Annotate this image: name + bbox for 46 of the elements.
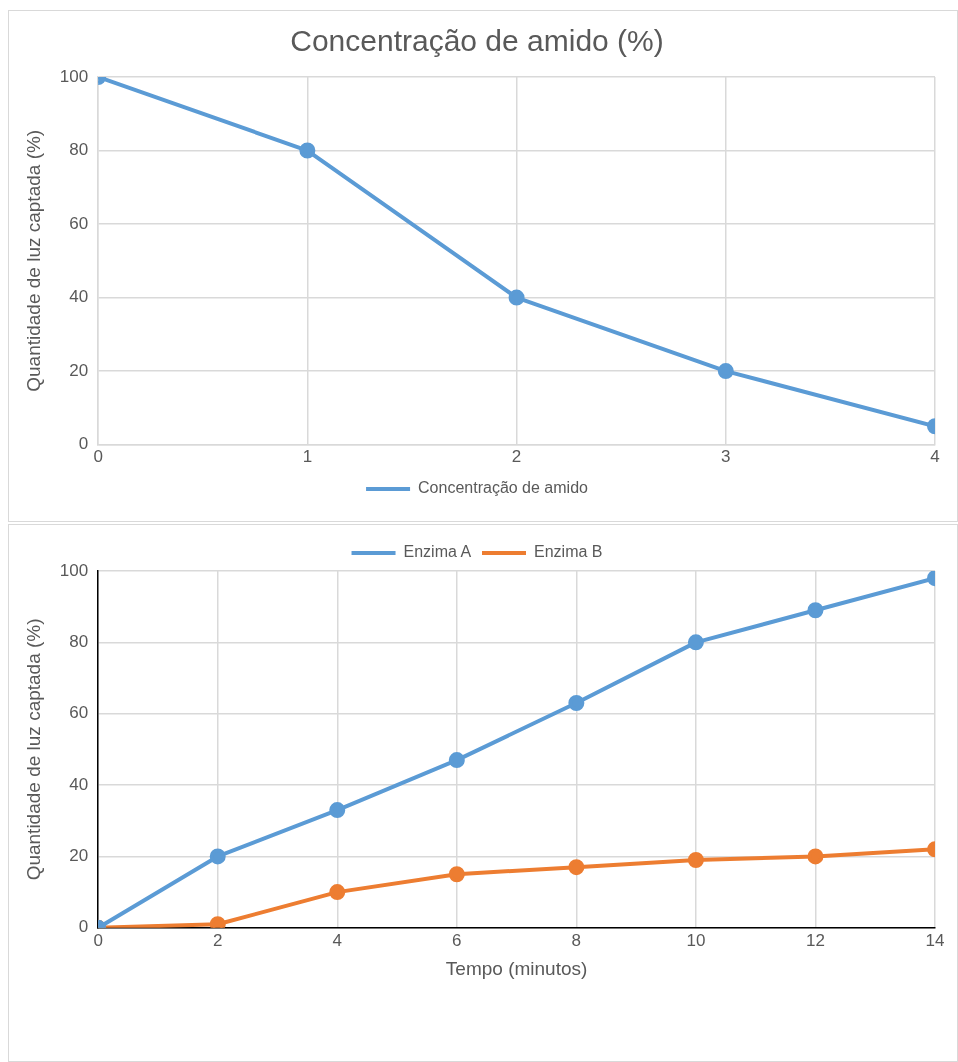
- point: [717, 363, 734, 380]
- y-tick-label: 60: [69, 213, 89, 233]
- point: [568, 695, 585, 712]
- x-tick-label: 0: [93, 930, 103, 950]
- point: [329, 884, 346, 901]
- x-tick-label: 1: [302, 447, 313, 467]
- legend-label: Concentração de amido: [418, 479, 589, 497]
- x-tick-label: 4: [930, 447, 940, 467]
- point: [508, 289, 525, 306]
- point: [329, 802, 346, 819]
- x-tick-label: 2: [511, 447, 522, 467]
- x-tick-label: 14: [925, 930, 945, 950]
- legend-label: Enzima B: [534, 543, 603, 561]
- point: [568, 859, 585, 876]
- point: [448, 752, 465, 769]
- point: [209, 848, 226, 865]
- x-tick-label: 10: [686, 930, 706, 950]
- chart-title: Concentração de amido (%): [290, 24, 664, 58]
- x-axis-title: Tempo (minutos): [445, 957, 588, 979]
- x-tick-label: 0: [93, 447, 103, 467]
- y-axis-title: Quantidade de luz captada (%): [22, 618, 44, 881]
- x-tick-label: 2: [212, 930, 223, 950]
- y-tick-label: 60: [69, 703, 89, 723]
- y-tick-label: 100: [59, 66, 89, 86]
- y-tick-label: 20: [69, 846, 89, 866]
- point: [807, 848, 824, 865]
- point: [448, 866, 465, 883]
- point: [687, 852, 704, 869]
- point: [807, 602, 824, 619]
- y-tick-label: 80: [69, 140, 89, 160]
- point: [687, 634, 704, 651]
- y-tick-label: 100: [59, 560, 89, 580]
- y-tick-label: 40: [69, 774, 89, 794]
- x-tick-label: 4: [332, 930, 342, 950]
- x-tick-label: 12: [805, 930, 825, 950]
- y-tick-label: 80: [69, 632, 89, 652]
- y-tick-label: 0: [78, 434, 89, 454]
- y-tick-label: 20: [69, 360, 89, 380]
- x-tick-label: 8: [571, 930, 582, 950]
- x-tick-label: 6: [452, 930, 462, 950]
- y-tick-label: 40: [69, 287, 89, 307]
- point: [299, 142, 316, 159]
- legend-label: Enzima A: [403, 543, 472, 561]
- y-axis-title: Quantidade de luz captada (%): [22, 129, 44, 392]
- x-tick-label: 3: [721, 447, 731, 467]
- y-tick-label: 0: [78, 917, 89, 937]
